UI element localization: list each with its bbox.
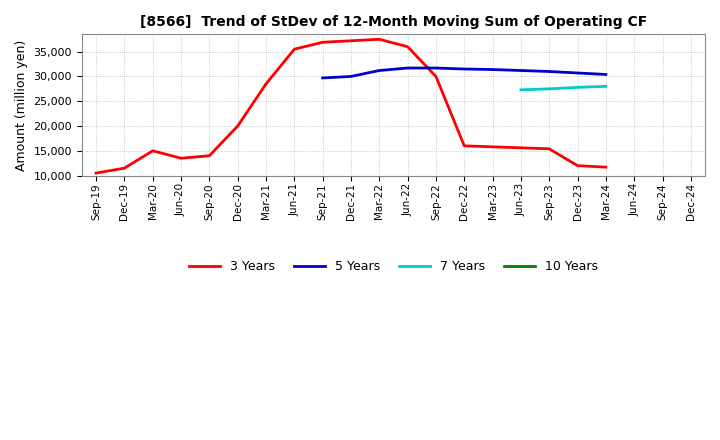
Legend: 3 Years, 5 Years, 7 Years, 10 Years: 3 Years, 5 Years, 7 Years, 10 Years: [184, 255, 603, 278]
Title: [8566]  Trend of StDev of 12-Month Moving Sum of Operating CF: [8566] Trend of StDev of 12-Month Moving…: [140, 15, 647, 29]
Y-axis label: Amount (million yen): Amount (million yen): [15, 39, 28, 171]
